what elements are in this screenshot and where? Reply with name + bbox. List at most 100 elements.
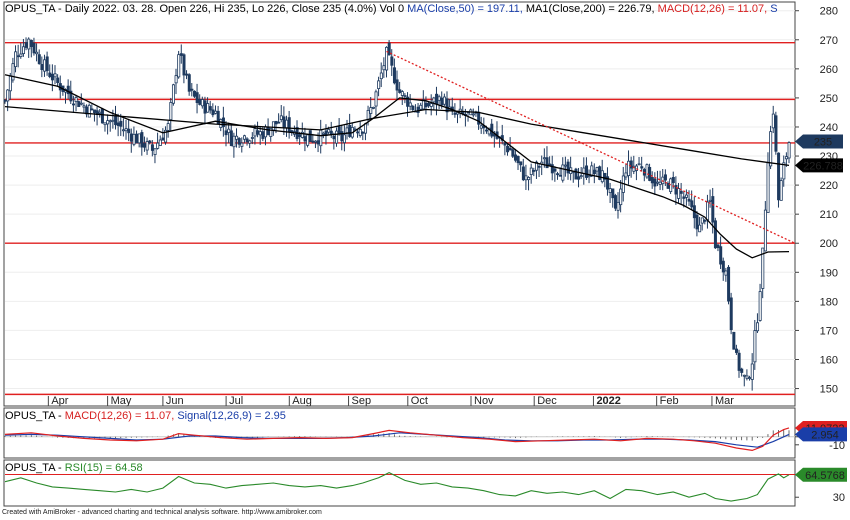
candle-body [203, 100, 207, 114]
candle-body [566, 161, 570, 174]
candle-body [782, 162, 786, 180]
candle-body [311, 140, 315, 143]
candle-body [69, 90, 73, 102]
candle-body [603, 172, 607, 180]
candle-body [156, 142, 160, 149]
ma200-line [4, 105, 790, 167]
x-tick-label-Apr: Apr [51, 395, 68, 407]
candle-body [282, 116, 286, 128]
candle-body [103, 122, 107, 126]
y-tick-label-240: 240 [820, 122, 838, 134]
y-tick-label-200: 200 [820, 238, 838, 250]
macd-line [4, 427, 790, 452]
candle-body [563, 164, 567, 167]
candle-body [385, 46, 389, 71]
candle-body [400, 91, 404, 96]
candle-body [345, 127, 349, 134]
price-header: OPUS_TA - Daily 2022. 03. 28. Open 226, … [5, 3, 778, 15]
candle-body [406, 96, 410, 107]
candle-body [300, 131, 304, 138]
candle-body [43, 59, 47, 72]
candle-body [635, 165, 639, 171]
macd-panel-frame [3, 407, 796, 459]
candle-body [787, 142, 791, 159]
candle-body [724, 270, 728, 276]
candle-body [72, 103, 76, 106]
candle-body [619, 188, 623, 206]
price-gridlines [5, 10, 795, 390]
candle-body [729, 297, 733, 331]
candle-body [87, 104, 91, 118]
candle-body [440, 97, 444, 106]
candle-body [592, 169, 596, 175]
candle-body [748, 377, 752, 379]
candle-body [561, 164, 565, 181]
candle-body [679, 190, 683, 194]
rsi-line [4, 471, 790, 502]
candle-body [166, 123, 170, 131]
candle-body [521, 166, 525, 181]
candle-body [82, 105, 86, 108]
price-tag-label-1: 226.788 [803, 160, 843, 172]
candle-body [177, 54, 181, 78]
candle-body [613, 195, 617, 209]
candle-body [93, 109, 97, 114]
candle-body [416, 106, 420, 113]
candle-body [608, 188, 612, 193]
price-panel: 1501601701801902002102202302402502602702… [3, 1, 843, 407]
candle-body [332, 135, 336, 140]
candle-body [356, 131, 360, 134]
candle-body [674, 185, 678, 195]
candle-body [74, 97, 78, 103]
price-tag-bg-1 [795, 158, 843, 173]
candle-body [719, 246, 723, 265]
candle-body [182, 54, 186, 76]
rsi-panel: 30 64.5768 OPUS_TA - RSI(15) = 64.58 [3, 459, 847, 507]
rsi-tags: 64.5768 [795, 467, 847, 482]
downtrend-line [386, 50, 796, 244]
candle-body [711, 196, 715, 223]
candle-body [274, 120, 278, 125]
candle-body [137, 133, 141, 144]
candle-body [513, 154, 517, 161]
candle-body [287, 117, 291, 133]
candle-body [727, 266, 731, 302]
candle-body [421, 99, 425, 110]
candle-body [200, 99, 204, 107]
candle-body [348, 125, 352, 137]
candle-body [148, 140, 152, 143]
candle-body [316, 140, 320, 145]
candle-body [713, 220, 717, 249]
candle-body [377, 80, 381, 90]
candle-body [524, 175, 528, 181]
rsi-y-axis: 30 [795, 492, 845, 504]
candle-body [271, 121, 275, 131]
candle-body [187, 74, 191, 92]
candle-body [269, 128, 273, 137]
candle-body [116, 122, 120, 126]
y-tick-label-260: 260 [820, 64, 838, 76]
candle-body [340, 131, 344, 142]
candle-body [556, 173, 560, 176]
rsi-tag-bg-0 [795, 467, 847, 482]
candle-body [721, 260, 725, 273]
candle-body [503, 142, 507, 146]
rsi-header-part-1: RSI(15) = 64.58 [65, 462, 143, 474]
candle-body [479, 125, 483, 129]
candle-body [379, 72, 383, 80]
rsi-lines [4, 471, 795, 502]
candle-body [37, 54, 41, 65]
candle-body [777, 152, 781, 201]
candle-body [666, 183, 670, 189]
candle-body [366, 110, 370, 121]
candle-body [90, 108, 94, 111]
candle-body [519, 161, 523, 166]
candle-body [640, 166, 644, 169]
candle-body [106, 120, 110, 125]
candle-body [250, 137, 254, 139]
candle-body [511, 149, 515, 157]
candle-body [766, 162, 770, 213]
candle-body [161, 137, 165, 141]
candle-body [545, 157, 549, 169]
candle-body [45, 56, 49, 72]
